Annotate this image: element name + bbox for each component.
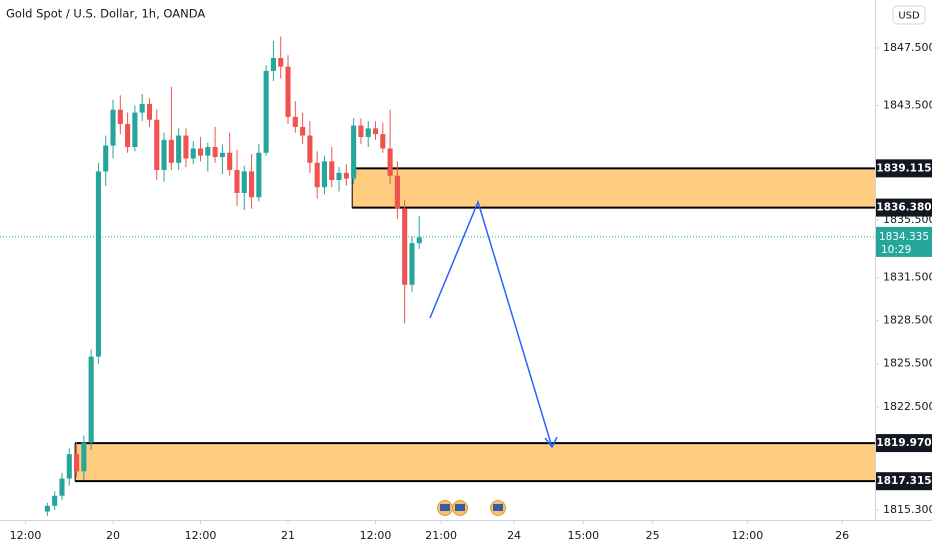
candle-body [44, 505, 50, 512]
candle-body [285, 66, 291, 117]
candle-body [249, 171, 255, 198]
zone-price-box [876, 434, 932, 453]
x-tick-label: 12:00 [360, 529, 392, 542]
y-tick-label: 1828.500 [883, 314, 932, 327]
candle-body [365, 128, 371, 137]
x-tick-label: 24 [507, 529, 521, 542]
zone-price-label: 1839.115 [876, 162, 931, 174]
y-tick-label: 1825.500 [883, 357, 932, 370]
candle-body [227, 152, 233, 170]
zone-price-label: 1836.380 [876, 202, 931, 214]
x-tick-label: 25 [646, 529, 660, 542]
candle-body [314, 162, 320, 188]
chart-title: Gold Spot / U.S. Dollar, 1h, OANDA [6, 7, 205, 21]
candle-body [219, 152, 225, 158]
candle-body [234, 169, 240, 193]
candle-body [197, 148, 204, 156]
candle-body [154, 119, 160, 170]
projection-path [429, 199, 553, 448]
zone-price-box [876, 159, 932, 178]
candle-body [409, 243, 415, 285]
last-price-box [876, 226, 932, 257]
zone-price-box [876, 472, 932, 491]
candle-body [95, 171, 101, 357]
countdown-label: 10:29 [881, 244, 911, 256]
candle-body [416, 237, 422, 244]
zone [75, 443, 875, 482]
candle-body [307, 135, 313, 163]
candle-body [74, 454, 80, 472]
candle-body [300, 126, 306, 136]
x-tick-label: 20 [106, 529, 120, 542]
candle-body [183, 135, 189, 159]
last-price-label: 1834.335 [879, 231, 929, 243]
candle-body [270, 58, 276, 71]
flag [493, 504, 503, 511]
candle-body [88, 356, 94, 443]
candle-body [176, 135, 182, 163]
candle-body [212, 147, 218, 158]
candle-body [66, 454, 72, 479]
y-tick-label: 1815.300 [883, 503, 932, 516]
candle-body [205, 147, 211, 156]
candle-body [256, 152, 262, 198]
candle-body [329, 161, 335, 181]
x-tick-label: 21 [281, 529, 295, 542]
candle-body [321, 161, 328, 188]
x-tick-label: 12:00 [732, 529, 764, 542]
zone-price-label: 1819.970 [876, 437, 931, 449]
candle-body [168, 139, 174, 163]
candle-body [292, 116, 298, 127]
candle-body [117, 109, 123, 125]
candle-body [103, 145, 109, 172]
candle-body [351, 125, 357, 179]
candle-body [190, 148, 196, 159]
candle-body [241, 171, 247, 193]
candle-body [132, 112, 138, 148]
x-tick-label: 15:00 [567, 529, 599, 542]
plot-area [0, 36, 875, 516]
x-tick-label: 21:00 [425, 529, 457, 542]
currency-button[interactable] [892, 5, 926, 25]
candle-body [125, 124, 131, 148]
zone-price-box [876, 198, 932, 217]
y-tick-label: 1847.500 [883, 41, 932, 54]
y-tick-label: 1831.500 [883, 271, 932, 284]
zone [352, 168, 875, 208]
candle-body [110, 109, 116, 146]
x-tick-label: 12:00 [185, 529, 217, 542]
candle-body [81, 442, 87, 472]
event-icons[interactable] [437, 500, 506, 516]
flag [440, 504, 450, 511]
candle-body [52, 495, 58, 506]
candle-body [263, 70, 269, 153]
zone-price-label: 1817.315 [876, 475, 931, 487]
candle-body [343, 172, 349, 179]
candle-body [278, 58, 284, 67]
candle-body [380, 134, 386, 149]
candle-body [336, 172, 342, 181]
candle-body [394, 175, 400, 209]
y-tick-label: 1822.500 [883, 400, 932, 413]
arrow-head [544, 436, 558, 449]
candle-body [402, 208, 408, 285]
candle-body [139, 103, 145, 113]
candle-body [59, 478, 65, 496]
currency-label[interactable]: USD [898, 11, 920, 22]
candle-body [372, 128, 379, 135]
x-tick-label: 12:00 [10, 529, 42, 542]
candle-body [387, 148, 393, 176]
x-tick-label: 26 [835, 529, 849, 542]
candle-body [358, 125, 364, 137]
candle-body [161, 139, 167, 170]
candle-body [146, 103, 153, 120]
flag [455, 504, 465, 511]
y-tick-label: 1843.500 [883, 98, 932, 111]
